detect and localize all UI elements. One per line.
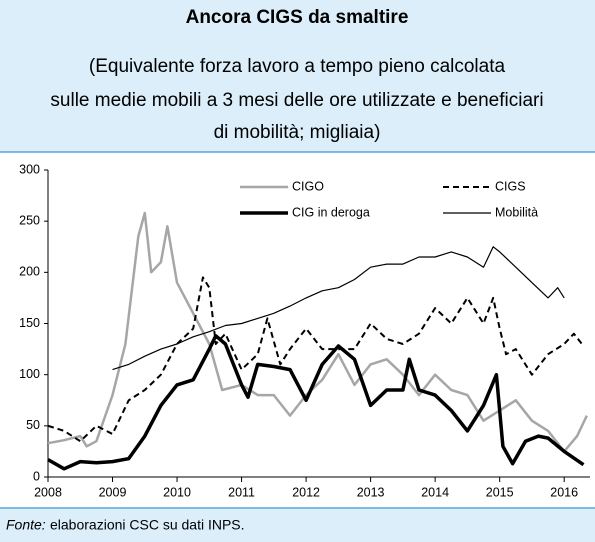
legend-label: Mobilità [495,205,538,219]
x-tick-label: 2010 [163,485,191,499]
x-tick-label: 2008 [34,485,62,499]
plot-bg [0,152,595,508]
chart-subtitle: sulle medie mobili a 3 mesi delle ore ut… [50,90,543,111]
y-tick-label: 50 [26,418,40,432]
header-bg [0,0,595,152]
footer-bg [0,508,595,542]
x-tick-label: 2009 [99,485,127,499]
legend-label: CIGO [292,179,324,193]
y-tick-label: 0 [33,469,40,483]
legend-label: CIG in deroga [292,205,370,219]
x-tick-label: 2011 [228,485,255,499]
y-tick-label: 100 [19,367,40,381]
chart-subtitle: di mobilità; migliaia) [214,122,381,143]
y-tick-label: 150 [19,316,40,330]
x-tick-label: 2016 [550,485,578,499]
series-line [112,246,565,371]
series-line [47,334,585,471]
chart-title: Ancora CIGS da smaltire [186,7,409,28]
source: elaborazioni CSC su dati INPS. [50,517,245,533]
y-tick-label: 250 [19,213,40,227]
x-tick-label: 2015 [486,485,514,499]
x-tick-label: 2013 [357,485,385,499]
y-tick-label: 200 [19,265,40,279]
legend-label: CIGS [495,179,526,193]
series-line [47,211,588,453]
y-tick-label: 300 [19,162,40,176]
series-line [47,276,585,443]
x-tick-label: 2014 [421,485,449,499]
chart-subtitle: (Equivalente forza lavoro a tempo pieno … [89,56,506,77]
x-tick-label: 2012 [292,485,320,499]
source-label: Fonte: [6,517,46,533]
